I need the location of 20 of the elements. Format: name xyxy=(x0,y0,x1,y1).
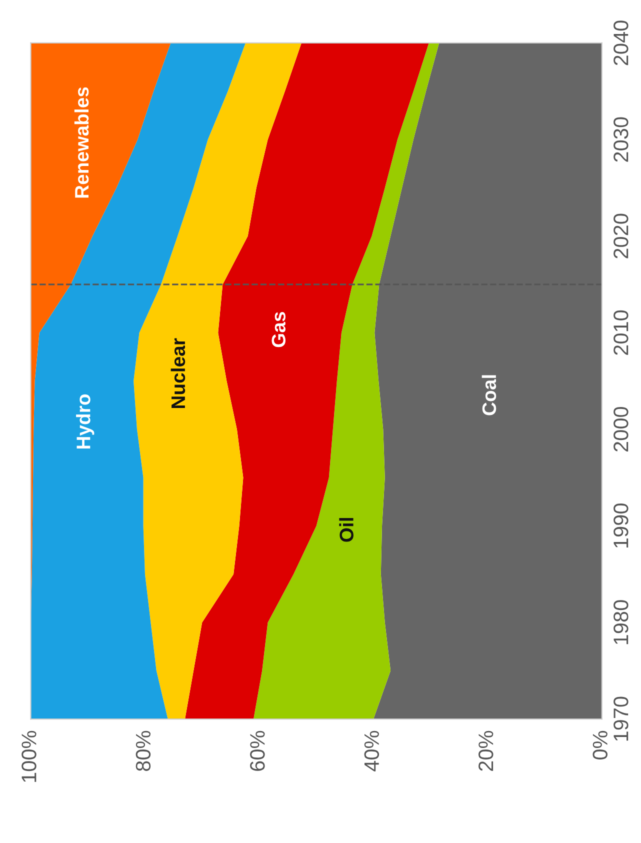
y-tick-label: 2020 xyxy=(614,214,628,258)
x-tick-label: 80% xyxy=(136,730,151,771)
y-tick-label: 2040 xyxy=(614,20,628,66)
x-tick-label: 0% xyxy=(592,730,608,760)
series-label: Gas xyxy=(272,312,286,348)
series-label: Hydro xyxy=(76,394,94,449)
x-tick-label: 100% xyxy=(22,730,36,782)
series-label: Oil xyxy=(339,518,354,542)
x-tick-label: 60% xyxy=(250,730,265,771)
y-tick-label: 2010 xyxy=(614,310,628,355)
series-label: Coal xyxy=(482,375,496,416)
x-tick-label: 20% xyxy=(478,730,494,771)
y-tick-label: 1990 xyxy=(614,504,628,548)
y-tick-label: 2000 xyxy=(614,406,628,452)
y-tick-label: 1970 xyxy=(614,696,628,741)
y-tick-label: 1980 xyxy=(614,600,628,644)
y-tick-label: 2030 xyxy=(614,117,628,162)
series-label: Nuclear xyxy=(170,338,186,408)
x-tick-label: 40% xyxy=(364,730,380,772)
series-label: Renewables xyxy=(74,87,89,198)
